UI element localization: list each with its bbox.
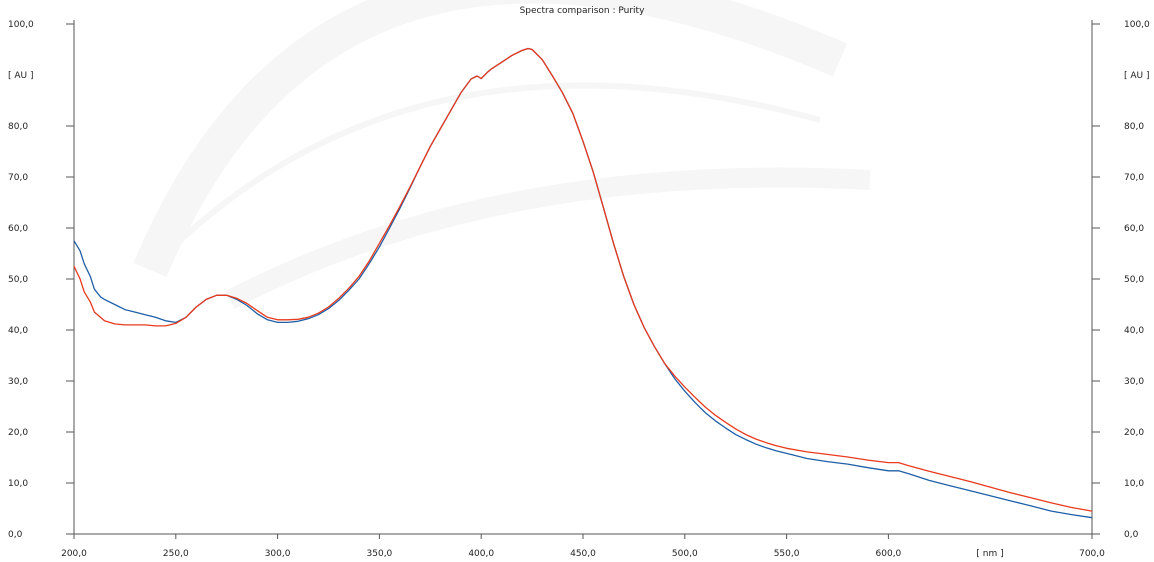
y-tick-label-right: 20,0 bbox=[1124, 428, 1144, 438]
y-tick-label-right: 0,0 bbox=[1124, 530, 1139, 540]
university-seal-watermark bbox=[133, 0, 871, 309]
y-tick-label-right: 60,0 bbox=[1124, 224, 1144, 234]
y-tick-label-left: 50,0 bbox=[8, 275, 28, 285]
y-tick-label-left: 80,0 bbox=[8, 122, 28, 132]
y-tick-label-left: 0,0 bbox=[8, 530, 23, 540]
y-tick-label-right: 10,0 bbox=[1124, 479, 1144, 489]
axes bbox=[73, 20, 1093, 535]
x-tick-label: 450,0 bbox=[570, 549, 596, 559]
x-tick-label: 250,0 bbox=[163, 549, 189, 559]
y-tick-label-left: 20,0 bbox=[8, 428, 28, 438]
y-tick-label-left: 60,0 bbox=[8, 224, 28, 234]
x-tick-label: 500,0 bbox=[672, 549, 698, 559]
x-tick-label: 600,0 bbox=[876, 549, 902, 559]
x-tick-label: 400,0 bbox=[468, 549, 494, 559]
x-tick-label: 200,0 bbox=[61, 549, 87, 559]
y-axis-ticks: 0,0 0,0 10,0 10,0 20,0 20,0 30,0 30,0 40,0 40,0 50… bbox=[8, 20, 1150, 540]
x-axis-ticks: 200,0 250,0 300,0 350,0 400,0 450,0 500,0 550,0… bbox=[61, 534, 1105, 559]
y-axis-label-left: [ AU ] bbox=[8, 71, 34, 81]
spectrum-line-2 bbox=[73, 47, 1093, 512]
x-axis-label: [ nm ] bbox=[976, 549, 1003, 559]
seal-arc-inner bbox=[225, 167, 871, 309]
y-tick-label-left: 70,0 bbox=[8, 173, 28, 183]
y-tick-label-right: 70,0 bbox=[1124, 173, 1144, 183]
y-tick-label-right: 50,0 bbox=[1124, 275, 1144, 285]
y-tick-label-right: 40,0 bbox=[1124, 326, 1144, 336]
x-tick-label: 550,0 bbox=[774, 549, 800, 559]
x-tick-label: 300,0 bbox=[265, 549, 291, 559]
y-tick-label-right: 80,0 bbox=[1124, 122, 1144, 132]
y-tick-label-left: 40,0 bbox=[8, 326, 28, 336]
seal-arc-outer bbox=[133, 0, 848, 277]
y-axis-label-right: [ AU ] bbox=[1124, 71, 1150, 81]
y-tick-label-left: 100,0 bbox=[8, 20, 34, 30]
x-tick-label: 350,0 bbox=[367, 549, 393, 559]
series-group bbox=[73, 47, 1093, 519]
y-tick-label-left: 30,0 bbox=[8, 377, 28, 387]
x-tick-label: 700,0 bbox=[1079, 549, 1105, 559]
y-tick-label-right: 100,0 bbox=[1124, 20, 1150, 30]
y-tick-label-right: 30,0 bbox=[1124, 377, 1144, 387]
chart-title: Spectra comparison : Purity bbox=[520, 6, 646, 16]
y-tick-label-left: 10,0 bbox=[8, 479, 28, 489]
